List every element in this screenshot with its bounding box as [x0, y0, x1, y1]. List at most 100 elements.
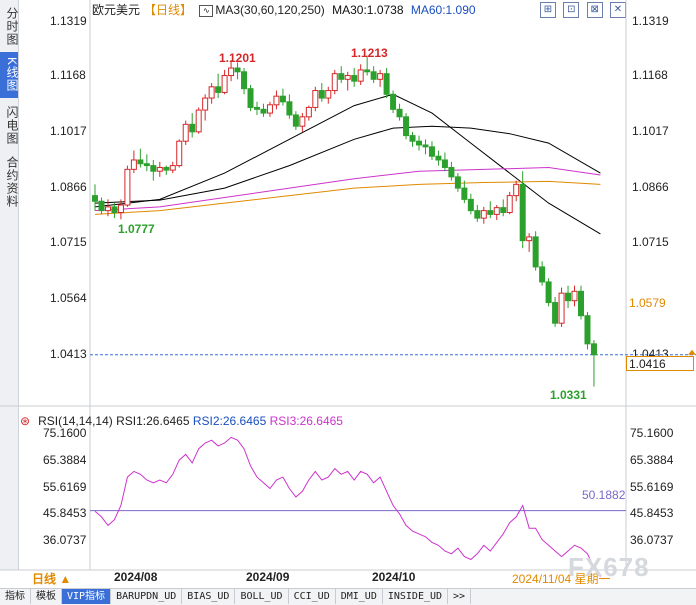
bottom-tab[interactable]: >>	[448, 589, 472, 604]
candle-body	[390, 93, 397, 110]
candle-body	[435, 155, 442, 161]
right-tick: 1.1017	[632, 124, 669, 138]
rsi2-label: RSI2:26.6465	[192, 414, 267, 428]
candle-body	[422, 144, 429, 148]
candle-body	[254, 106, 260, 110]
candle-body	[344, 75, 351, 80]
candle-body	[396, 108, 403, 118]
candle-body	[150, 165, 157, 172]
last-date: 2024/11/04 星期一	[512, 572, 611, 586]
candle-body	[221, 75, 228, 93]
zoom-icon[interactable]: ⊠	[586, 2, 603, 18]
candle-body	[364, 69, 371, 73]
ma30-label: MA30:1.0738	[332, 3, 404, 17]
left-tick: 1.0715	[50, 235, 87, 249]
left-tick: 1.1319	[50, 14, 87, 28]
candle-body	[286, 101, 293, 116]
annotation-low-right: 1.0331	[550, 388, 587, 402]
left-tick: 1.0866	[50, 180, 87, 194]
tab-kline[interactable]: K线图	[0, 52, 19, 98]
candle-body	[292, 114, 299, 127]
fit-icon[interactable]: ⊡	[563, 2, 580, 18]
right-tick: 1.1319	[632, 14, 669, 28]
candle-body	[331, 73, 338, 92]
x-tick: 2024/08	[114, 570, 158, 584]
bottom-tab[interactable]: DMI_UD	[336, 589, 383, 604]
bottom-tab[interactable]: BIAS_UD	[182, 589, 236, 604]
ma-line-ma120	[94, 166, 601, 212]
left-tick: 1.1017	[50, 124, 87, 138]
left-tick: 1.0413	[50, 347, 87, 361]
rsi-tick: 45.8453	[43, 506, 87, 520]
candle-body	[266, 104, 273, 114]
bottom-tab[interactable]: BOLL_UD	[235, 589, 289, 604]
candle-body	[441, 159, 448, 168]
chart-header: 欧元美元 【日线】 ∿ MA3(30,60,120,250) MA30:1.0738…	[92, 1, 480, 19]
candle-body	[584, 315, 591, 345]
candle-body	[111, 206, 118, 214]
ma-line-ma250	[94, 180, 601, 215]
bottom-tab[interactable]: INSIDE_UD	[383, 589, 449, 604]
candle-body	[92, 195, 98, 202]
expand-icon[interactable]: ⊞	[539, 2, 556, 18]
rsi1-label: RSI1:26.6465	[116, 414, 190, 428]
period-selector[interactable]: 日线 ▲	[32, 572, 72, 586]
rsi-reference-label: 50.1882	[582, 488, 626, 502]
candle-body	[351, 75, 358, 82]
candle-body	[189, 123, 196, 133]
candle-body	[241, 71, 248, 90]
candle-body	[299, 116, 306, 127]
indicator-tab-bar: 指标 模板 VIP指标 BARUPDN_UD BIAS_UD BOLL_UD CCI_UD D…	[0, 588, 696, 605]
candle-body	[513, 183, 520, 197]
period-tag: 【日线】	[144, 3, 193, 17]
candle-body	[124, 168, 131, 206]
candle-body	[493, 207, 500, 215]
candle-body	[169, 165, 176, 171]
candle-body	[578, 290, 584, 317]
candle-body	[565, 292, 572, 302]
candle-body	[416, 140, 422, 146]
candle-body	[383, 73, 390, 95]
candle-body	[98, 200, 105, 212]
current-price-box: 1.0416	[626, 356, 694, 371]
rsi-settings-icon[interactable]: ⊛	[20, 414, 31, 428]
rsi-title: RSI(14,14,14)	[38, 414, 113, 428]
bottom-tab[interactable]: BARUPDN_UD	[111, 589, 183, 604]
candle-body	[357, 69, 364, 82]
candle-body	[247, 88, 254, 108]
x-tick: 2024/10	[372, 570, 416, 584]
right-tick: 1.0715	[632, 235, 669, 249]
tab-contract-info[interactable]: 合约资料	[5, 156, 19, 208]
symbol-title: 欧元美元	[92, 3, 141, 17]
candle-body	[156, 166, 163, 172]
candle-body	[104, 206, 111, 212]
ma-line-ma60	[94, 125, 601, 204]
highlight-price-label: 1.0579	[629, 296, 666, 310]
ma60-label: MA60:1.090	[410, 3, 476, 17]
candle-body	[519, 183, 526, 242]
rsi-tick: 55.6169	[43, 480, 87, 494]
tab-time-sharing[interactable]: 分时图	[5, 6, 19, 46]
candle-body	[428, 146, 435, 157]
bottom-tab[interactable]: 指标	[0, 589, 31, 604]
candle-body	[163, 166, 170, 171]
candle-body	[143, 163, 150, 167]
candle-body	[273, 95, 280, 106]
rsi-line	[94, 436, 601, 577]
candle-body	[506, 195, 513, 214]
tab-lightning[interactable]: 闪电图	[5, 105, 19, 145]
candle-body	[461, 187, 468, 200]
rsi-tick: 75.1600	[630, 426, 674, 440]
ma-icon[interactable]: ∿	[199, 4, 214, 17]
candle-body	[454, 176, 461, 189]
bottom-tab[interactable]: CCI_UD	[289, 589, 336, 604]
candle-body	[403, 116, 410, 137]
right-tick: 1.0866	[632, 180, 669, 194]
candle-body	[130, 159, 137, 170]
candle-body	[448, 166, 455, 178]
bottom-tab[interactable]: 模板	[31, 589, 62, 604]
watermark-logo: FX678	[568, 552, 650, 582]
bottom-tab[interactable]: VIP指标	[62, 589, 112, 604]
candle-body	[571, 290, 578, 302]
